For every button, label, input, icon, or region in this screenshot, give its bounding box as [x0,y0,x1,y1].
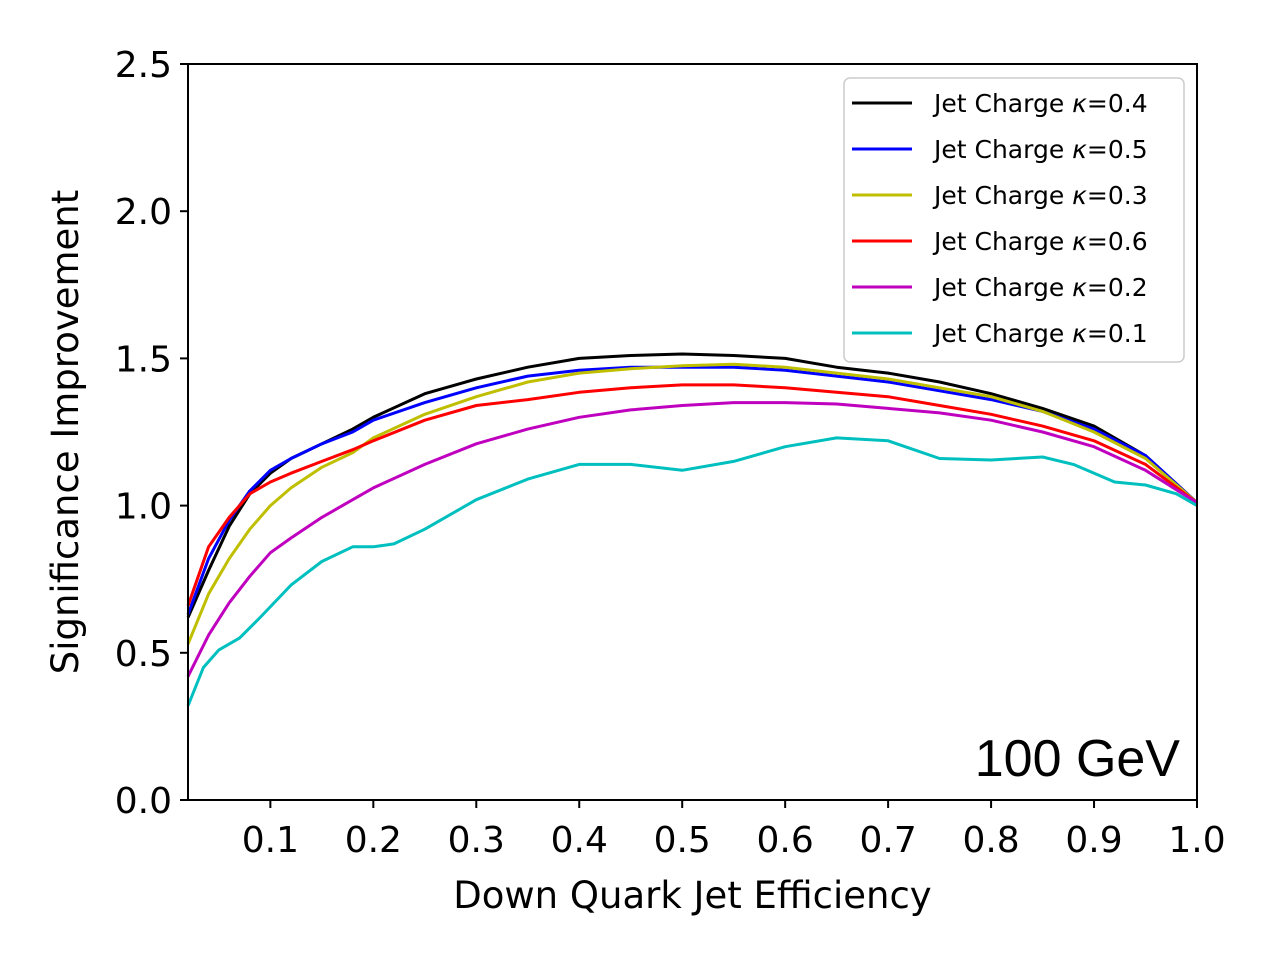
legend-label-prefix: Jet Charge [932,89,1072,118]
x-axis-label: Down Quark Jet Efficiency [453,874,931,917]
legend-label-value: =0.3 [1087,181,1148,210]
legend-label: Jet Charge κ=0.4 [932,89,1148,118]
legend-label-kappa: κ [1072,89,1087,118]
energy-annotation: 100 GeV [975,730,1181,788]
x-tick-label: 0.7 [859,820,916,861]
legend-label-kappa: κ [1072,135,1087,164]
legend-label-prefix: Jet Charge [932,181,1072,210]
y-tick-label: 2.0 [115,192,172,233]
legend-label-value: =0.1 [1087,319,1148,348]
x-tick-label: 0.4 [551,820,608,861]
x-tick-label: 0.9 [1065,820,1122,861]
legend-label-value: =0.4 [1087,89,1148,118]
x-tick-label: 0.3 [448,820,505,861]
x-tick-label: 0.6 [757,820,814,861]
series-line-4 [186,383,1198,607]
legend-label-prefix: Jet Charge [932,319,1072,348]
series-line-6 [186,436,1198,707]
legend-label-value: =0.5 [1087,135,1148,164]
series-line-5 [186,401,1198,678]
series-line-3 [186,362,1198,645]
x-tick-label: 0.5 [654,820,711,861]
legend-label-value: =0.6 [1087,227,1148,256]
legend-label: Jet Charge κ=0.6 [932,227,1148,256]
legend-label: Jet Charge κ=0.3 [932,181,1148,210]
x-tick-label: 0.1 [242,820,299,861]
legend-label: Jet Charge κ=0.1 [932,319,1148,348]
y-tick-label: 0.0 [115,781,172,822]
legend-label: Jet Charge κ=0.5 [932,135,1148,164]
legend-label-kappa: κ [1072,319,1087,348]
y-tick-label: 0.5 [115,634,172,675]
plot-frame [187,63,1198,801]
y-tick-label: 2.5 [115,45,172,86]
x-axis: 0.1 0.2 0.3 0.4 0.5 0.6 0.7 0.8 0.9 1.0 [242,800,1226,861]
legend-label-kappa: κ [1072,273,1087,302]
legend-label-kappa: κ [1072,181,1087,210]
y-tick-label: 1.0 [115,487,172,528]
series-line-1 [186,352,1199,619]
x-tick-label: 0.2 [345,820,402,861]
legend-label-kappa: κ [1072,227,1087,256]
series-layer [186,352,1199,707]
legend-box [843,77,1185,363]
legend-label-prefix: Jet Charge [932,273,1072,302]
legend-label-prefix: Jet Charge [932,227,1072,256]
y-tick-label: 1.5 [115,339,172,380]
series-line-2 [186,365,1199,616]
legend-label-prefix: Jet Charge [932,135,1072,164]
x-tick-label: 1.0 [1168,820,1225,861]
y-axis: 0.0 0.5 1.0 1.5 2.0 2.5 [115,45,188,822]
legend-label-value: =0.2 [1087,273,1148,302]
legend-label: Jet Charge κ=0.2 [932,273,1148,302]
y-axis-label: Significance Improvement [44,190,87,675]
x-tick-label: 0.8 [962,820,1019,861]
